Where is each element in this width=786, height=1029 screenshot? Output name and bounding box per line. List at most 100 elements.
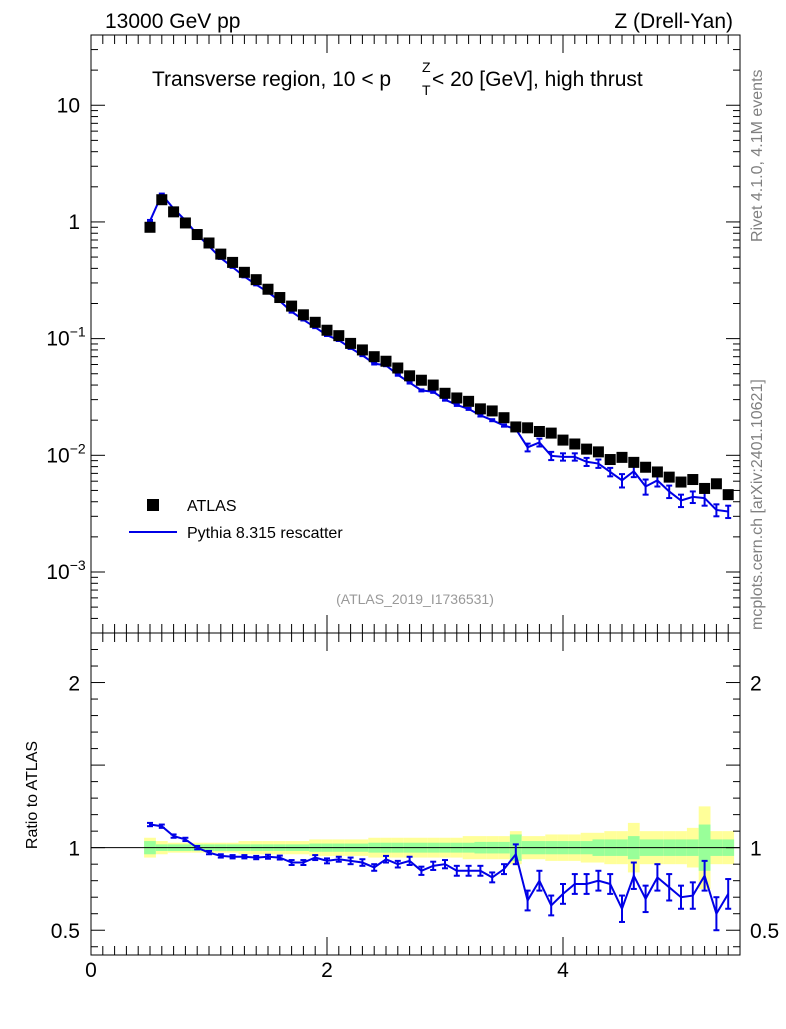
legend-data-marker: [147, 499, 159, 511]
data-point: [238, 266, 250, 278]
data-point: [427, 379, 439, 391]
x-tick-label: 0: [85, 959, 97, 982]
ratio-ylabel: Ratio to ATLAS: [24, 741, 41, 849]
data-point: [640, 461, 652, 473]
data-point: [498, 412, 510, 424]
data-point: [333, 330, 345, 342]
legend: ATLAS Pythia 8.315 rescatter: [129, 498, 343, 542]
data-point: [569, 438, 581, 450]
data-point: [203, 237, 215, 249]
data-point: [368, 351, 380, 363]
data-point: [179, 217, 191, 229]
mcplots-label: mcplots.cern.ch [arXiv:2401.10621]: [749, 379, 766, 630]
data-point: [522, 422, 534, 434]
data-point: [215, 248, 227, 260]
data-point: [687, 474, 699, 486]
data-point: [439, 387, 451, 399]
ratio-mc-series: [147, 821, 732, 932]
ratio-y-tick-label-right: 2: [750, 673, 762, 696]
main-title-part1: Transverse region, 10 < p: [152, 68, 391, 91]
data-point: [404, 370, 416, 382]
main-title-sub: T: [422, 82, 431, 98]
data-point: [451, 392, 463, 404]
tick-exp: −3: [70, 557, 86, 573]
data-point: [297, 309, 309, 321]
tick-base: 10: [46, 444, 69, 467]
main-frame: [90, 34, 741, 634]
process-label: Z (Drell-Yan): [614, 10, 733, 33]
legend-data-label: ATLAS: [187, 498, 237, 515]
data-point: [380, 355, 392, 367]
data-point: [675, 476, 687, 488]
data-point: [144, 221, 156, 233]
main-title: Transverse region, 10 < p: [152, 68, 391, 91]
main-title-sup: Z: [422, 59, 431, 75]
ratio-x-ticks: 0 2 4: [85, 633, 741, 982]
data-point: [510, 421, 522, 433]
main-y-tick-label: 10−1: [46, 324, 86, 351]
data-point: [545, 427, 557, 439]
ratio-frame: [90, 632, 741, 956]
data-point: [168, 206, 180, 218]
data-point: [227, 256, 239, 268]
tick-exp: −2: [70, 440, 86, 456]
energy-label: 13000 GeV pp: [105, 10, 240, 33]
data-point: [722, 489, 734, 501]
data-point: [486, 405, 498, 417]
data-point: [156, 194, 168, 206]
data-point: [415, 374, 427, 386]
data-point: [286, 300, 298, 312]
data-point: [309, 316, 321, 328]
data-point: [651, 466, 663, 478]
data-point: [628, 456, 640, 468]
ratio-mc-line: [149, 823, 730, 917]
tick-base: 1: [68, 211, 80, 234]
ratio-y-tick-label: 1: [68, 838, 80, 861]
main-minor-ticks: [91, 34, 740, 634]
data-point: [191, 229, 203, 241]
data-point: [710, 478, 722, 490]
data-point: [604, 454, 616, 466]
main-y-tick-label: 10−2: [46, 440, 86, 467]
analysis-id: (ATLAS_2019_I1736531): [336, 591, 494, 607]
data-point: [592, 446, 604, 458]
tick-base: 10: [57, 94, 80, 117]
ratio-y-tick-label: 0.5: [51, 920, 80, 943]
data-series: [144, 194, 734, 501]
rivet-label: Rivet 4.1.0, 4.1M events: [749, 69, 766, 242]
tick-base: 10: [46, 561, 69, 584]
data-point: [321, 324, 333, 336]
data-point: [699, 482, 711, 494]
main-y-tick-label: 10−3: [46, 557, 86, 584]
main-x-ticks: [90, 35, 741, 633]
data-point: [274, 292, 286, 304]
x-tick-label: 2: [321, 959, 333, 982]
data-point: [262, 283, 274, 295]
data-point: [392, 362, 404, 374]
main-y-tick-label: 1: [68, 211, 80, 234]
tick-base: 10: [46, 328, 69, 351]
tick-exp: −1: [70, 324, 86, 340]
ratio-y-ticks: 0.5 0.5 1 1 2 2: [51, 632, 779, 948]
x-tick-label: 4: [557, 959, 569, 982]
main-y-tick-label: 10: [57, 94, 80, 117]
data-point: [474, 403, 486, 415]
data-point: [356, 344, 368, 356]
data-point: [581, 443, 593, 455]
data-point: [663, 471, 675, 483]
legend-mc-label: Pythia 8.315 rescatter: [187, 525, 343, 542]
main-title-rest: < 20 [GeV], high thrust: [432, 68, 643, 91]
data-point: [557, 434, 569, 446]
data-point: [345, 337, 357, 349]
ratio-y-tick-label-right: 0.5: [750, 920, 779, 943]
data-point: [463, 395, 475, 407]
data-point: [250, 274, 262, 286]
data-point: [616, 451, 628, 463]
ratio-y-tick-label-right: 1: [750, 838, 762, 861]
ratio-y-tick-label: 2: [68, 673, 80, 696]
ratio-panel: 0.5 0.5 1 1 2 2 0 2 4 Ratio to ATLAS: [24, 632, 779, 982]
